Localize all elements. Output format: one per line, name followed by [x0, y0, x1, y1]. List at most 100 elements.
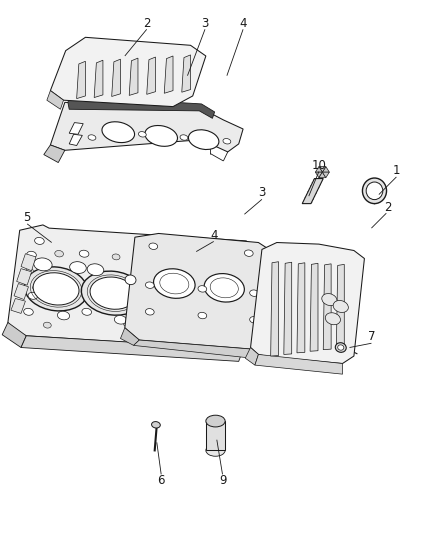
- Ellipse shape: [260, 289, 270, 299]
- Ellipse shape: [232, 328, 241, 335]
- Ellipse shape: [366, 182, 383, 199]
- Polygon shape: [17, 269, 32, 285]
- Ellipse shape: [223, 139, 231, 144]
- Ellipse shape: [194, 316, 204, 324]
- Polygon shape: [94, 60, 103, 98]
- Polygon shape: [284, 262, 292, 354]
- Ellipse shape: [145, 282, 154, 288]
- Ellipse shape: [20, 274, 28, 280]
- Polygon shape: [323, 264, 331, 350]
- Polygon shape: [315, 172, 322, 177]
- Ellipse shape: [136, 254, 146, 262]
- Polygon shape: [21, 254, 36, 271]
- Text: 7: 7: [367, 330, 375, 343]
- Ellipse shape: [55, 251, 64, 257]
- Ellipse shape: [338, 345, 344, 350]
- Ellipse shape: [181, 321, 187, 327]
- Ellipse shape: [35, 237, 44, 245]
- Ellipse shape: [333, 301, 348, 312]
- Polygon shape: [11, 298, 25, 313]
- Ellipse shape: [34, 258, 52, 271]
- Ellipse shape: [206, 445, 225, 456]
- Ellipse shape: [198, 312, 207, 319]
- Ellipse shape: [124, 321, 131, 327]
- Ellipse shape: [244, 250, 253, 256]
- Polygon shape: [319, 172, 326, 177]
- Ellipse shape: [102, 122, 134, 143]
- Ellipse shape: [180, 135, 188, 140]
- Text: 3: 3: [201, 18, 208, 30]
- Polygon shape: [310, 263, 318, 351]
- Ellipse shape: [112, 254, 120, 260]
- Polygon shape: [164, 56, 173, 93]
- Ellipse shape: [325, 313, 340, 325]
- Text: 4: 4: [239, 18, 247, 30]
- Ellipse shape: [162, 272, 178, 284]
- Text: 9: 9: [219, 474, 226, 487]
- Ellipse shape: [26, 268, 33, 273]
- Polygon shape: [245, 348, 258, 365]
- Polygon shape: [8, 225, 255, 349]
- Ellipse shape: [250, 290, 258, 296]
- Polygon shape: [50, 102, 243, 152]
- Ellipse shape: [204, 273, 244, 302]
- Ellipse shape: [144, 270, 161, 282]
- Ellipse shape: [33, 285, 39, 290]
- Ellipse shape: [145, 309, 154, 315]
- Ellipse shape: [152, 422, 160, 428]
- Polygon shape: [315, 167, 322, 172]
- Ellipse shape: [87, 264, 104, 276]
- Polygon shape: [69, 123, 83, 134]
- Text: 1: 1: [392, 164, 400, 177]
- Polygon shape: [44, 145, 65, 163]
- Ellipse shape: [27, 251, 36, 259]
- Ellipse shape: [362, 178, 387, 204]
- Polygon shape: [206, 421, 225, 450]
- Ellipse shape: [79, 250, 89, 257]
- Polygon shape: [68, 96, 215, 118]
- Polygon shape: [21, 336, 243, 361]
- Polygon shape: [112, 59, 120, 96]
- Polygon shape: [125, 233, 272, 349]
- Text: 6: 6: [157, 474, 165, 487]
- Ellipse shape: [145, 125, 177, 147]
- Ellipse shape: [24, 308, 33, 316]
- Ellipse shape: [154, 269, 195, 298]
- Polygon shape: [319, 167, 326, 172]
- Polygon shape: [336, 264, 344, 348]
- Ellipse shape: [170, 320, 182, 328]
- Ellipse shape: [336, 343, 346, 352]
- Ellipse shape: [33, 273, 79, 305]
- Polygon shape: [77, 61, 85, 99]
- Ellipse shape: [70, 262, 86, 273]
- Ellipse shape: [322, 294, 337, 305]
- Ellipse shape: [149, 243, 158, 249]
- Ellipse shape: [28, 292, 38, 300]
- Polygon shape: [47, 91, 64, 109]
- Ellipse shape: [25, 267, 88, 311]
- Polygon shape: [297, 263, 305, 353]
- Polygon shape: [147, 57, 155, 94]
- Polygon shape: [69, 134, 82, 146]
- Text: 10: 10: [311, 159, 326, 172]
- Polygon shape: [182, 55, 191, 92]
- Polygon shape: [271, 262, 279, 356]
- Ellipse shape: [114, 316, 127, 324]
- Ellipse shape: [139, 312, 148, 319]
- Polygon shape: [50, 37, 206, 107]
- Text: 2: 2: [143, 18, 151, 30]
- Ellipse shape: [82, 308, 92, 316]
- Ellipse shape: [125, 275, 136, 285]
- Ellipse shape: [193, 259, 203, 266]
- Ellipse shape: [169, 255, 177, 262]
- Ellipse shape: [90, 277, 136, 309]
- Polygon shape: [129, 58, 138, 95]
- Ellipse shape: [188, 130, 219, 149]
- Text: 2: 2: [384, 201, 392, 214]
- Polygon shape: [2, 322, 26, 348]
- Polygon shape: [322, 167, 329, 172]
- Polygon shape: [120, 328, 139, 345]
- Ellipse shape: [81, 271, 145, 315]
- Ellipse shape: [43, 322, 51, 328]
- Ellipse shape: [231, 306, 240, 314]
